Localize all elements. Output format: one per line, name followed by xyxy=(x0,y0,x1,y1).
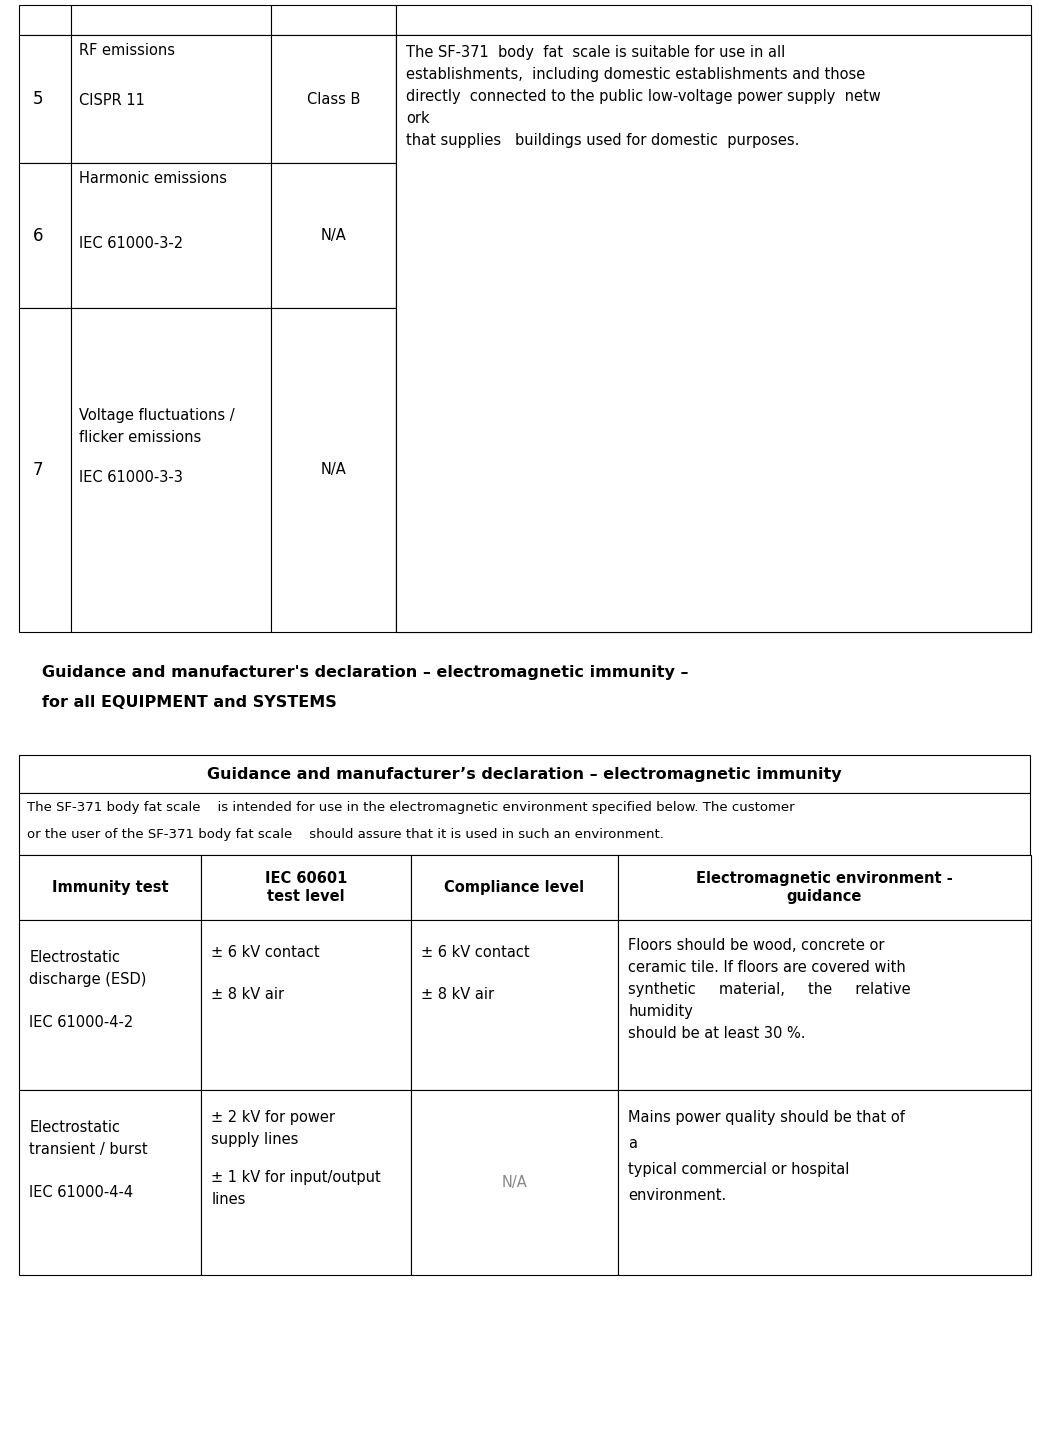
Bar xyxy=(271,308,397,633)
Text: environment.: environment. xyxy=(628,1187,727,1203)
Text: Immunity test: Immunity test xyxy=(51,880,168,895)
Text: N/A: N/A xyxy=(321,463,346,477)
Text: N/A: N/A xyxy=(321,228,346,244)
Text: or the user of the SF-371 body fat scale    should assure that it is used in suc: or the user of the SF-371 body fat scale… xyxy=(27,829,664,842)
Text: The SF-371  body  fat  scale is suitable for use in all: The SF-371 body fat scale is suitable fo… xyxy=(407,45,786,61)
Bar xyxy=(71,308,271,633)
Bar xyxy=(19,35,71,163)
Text: Class B: Class B xyxy=(306,91,360,107)
Bar xyxy=(19,793,1030,855)
Bar xyxy=(201,855,411,919)
Text: Harmonic emissions: Harmonic emissions xyxy=(80,171,228,186)
Text: Guidance and manufacturer's declaration – electromagnetic immunity –: Guidance and manufacturer's declaration … xyxy=(42,664,688,680)
Text: flicker emissions: flicker emissions xyxy=(80,429,201,445)
Text: that supplies   buildings used for domestic  purposes.: that supplies buildings used for domesti… xyxy=(407,133,800,148)
Text: establishments,  including domestic establishments and those: establishments, including domestic estab… xyxy=(407,66,865,82)
Text: IEC 61000-4-4: IEC 61000-4-4 xyxy=(29,1185,133,1200)
Text: synthetic     material,     the     relative: synthetic material, the relative xyxy=(628,981,912,997)
Text: Electrostatic: Electrostatic xyxy=(29,1120,121,1136)
Text: Guidance and manufacturer’s declaration – electromagnetic immunity: Guidance and manufacturer’s declaration … xyxy=(208,767,841,781)
Text: ceramic tile. If floors are covered with: ceramic tile. If floors are covered with xyxy=(628,960,906,976)
Bar xyxy=(397,163,1031,308)
Text: transient / burst: transient / burst xyxy=(29,1143,148,1157)
Bar xyxy=(397,4,1031,35)
Text: CISPR 11: CISPR 11 xyxy=(80,94,145,108)
Text: Mains power quality should be that of: Mains power quality should be that of xyxy=(628,1110,905,1125)
Text: for all EQUIPMENT and SYSTEMS: for all EQUIPMENT and SYSTEMS xyxy=(42,695,337,710)
Text: a: a xyxy=(628,1136,638,1151)
Bar xyxy=(411,919,618,1089)
Text: Voltage fluctuations /: Voltage fluctuations / xyxy=(80,408,235,424)
Bar xyxy=(19,755,1030,793)
Bar xyxy=(201,919,411,1089)
Text: RF emissions: RF emissions xyxy=(80,43,175,58)
Text: ± 2 kV for power: ± 2 kV for power xyxy=(212,1110,336,1125)
Text: 6: 6 xyxy=(33,226,43,245)
Bar xyxy=(19,308,71,633)
Text: directly  connected to the public low-voltage power supply  netw: directly connected to the public low-vol… xyxy=(407,89,881,104)
Bar xyxy=(19,4,71,35)
Bar xyxy=(618,1089,1031,1275)
Text: ± 1 kV for input/output: ± 1 kV for input/output xyxy=(212,1170,381,1185)
Text: IEC 61000-4-2: IEC 61000-4-2 xyxy=(29,1014,133,1030)
Bar xyxy=(19,855,201,919)
Bar xyxy=(397,35,1031,633)
Text: The SF-371 body fat scale    is intended for use in the electromagnetic environm: The SF-371 body fat scale is intended fo… xyxy=(27,801,795,814)
Text: IEC 61000-3-3: IEC 61000-3-3 xyxy=(80,470,184,486)
Text: ± 6 kV contact: ± 6 kV contact xyxy=(422,945,530,960)
Bar xyxy=(397,35,1031,163)
Text: ork: ork xyxy=(407,111,430,125)
Text: humidity: humidity xyxy=(628,1004,693,1019)
Bar xyxy=(271,35,397,163)
Bar xyxy=(618,919,1031,1089)
Text: supply lines: supply lines xyxy=(212,1133,299,1147)
Text: N/A: N/A xyxy=(501,1174,528,1190)
Text: discharge (ESD): discharge (ESD) xyxy=(29,973,147,987)
Text: Floors should be wood, concrete or: Floors should be wood, concrete or xyxy=(628,938,885,953)
Text: Electromagnetic environment -
guidance: Electromagnetic environment - guidance xyxy=(697,872,952,904)
Text: ± 8 kV air: ± 8 kV air xyxy=(212,987,284,1001)
Text: ± 6 kV contact: ± 6 kV contact xyxy=(212,945,320,960)
Text: 7: 7 xyxy=(33,461,43,478)
Bar xyxy=(397,308,1031,633)
Text: 5: 5 xyxy=(33,89,43,108)
Text: Electrostatic: Electrostatic xyxy=(29,950,121,965)
Bar xyxy=(19,163,71,308)
Text: lines: lines xyxy=(212,1192,245,1208)
Bar xyxy=(71,163,271,308)
Text: Compliance level: Compliance level xyxy=(445,880,584,895)
Bar xyxy=(411,855,618,919)
Text: typical commercial or hospital: typical commercial or hospital xyxy=(628,1161,850,1177)
Bar xyxy=(19,919,201,1089)
Bar xyxy=(19,1089,201,1275)
Bar xyxy=(618,855,1031,919)
Text: IEC 61000-3-2: IEC 61000-3-2 xyxy=(80,236,184,251)
Text: IEC 60601
test level: IEC 60601 test level xyxy=(264,872,347,904)
Bar xyxy=(271,163,397,308)
Bar xyxy=(201,1089,411,1275)
Text: ± 8 kV air: ± 8 kV air xyxy=(422,987,495,1001)
Bar xyxy=(271,4,397,35)
Bar xyxy=(71,4,271,35)
Text: should be at least 30 %.: should be at least 30 %. xyxy=(628,1026,806,1040)
Bar xyxy=(411,1089,618,1275)
Bar xyxy=(71,35,271,163)
